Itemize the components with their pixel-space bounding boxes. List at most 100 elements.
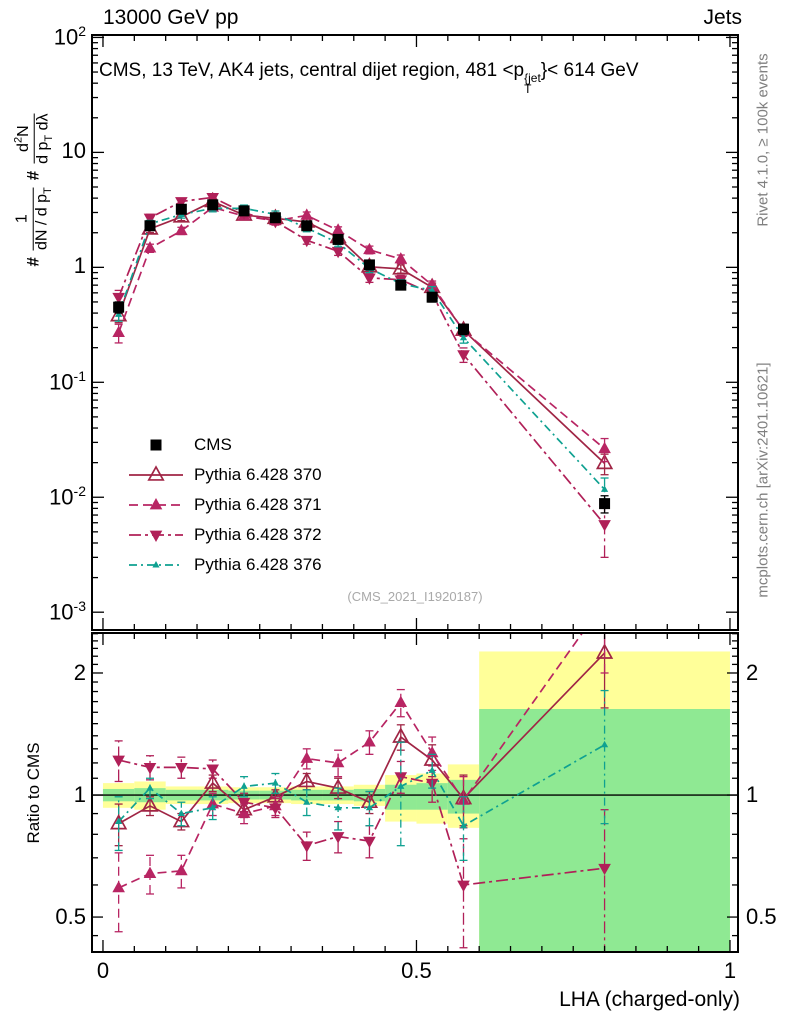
data-point-marker (271, 779, 279, 786)
data-point-marker (112, 755, 125, 768)
data-point-marker (300, 208, 314, 220)
data-point-marker (598, 595, 611, 606)
data-point-marker (600, 485, 609, 492)
data-point-marker (240, 782, 248, 789)
data-point-marker (143, 241, 157, 253)
data-point-marker (457, 350, 470, 362)
main-y-tick-label: 10 (61, 138, 86, 164)
data-point-marker (428, 286, 436, 293)
data-point-marker (298, 771, 316, 788)
data-point-marker (598, 441, 611, 454)
legend-marker-triangle-open (129, 465, 183, 481)
main-series-cms (113, 199, 611, 514)
data-point-marker (113, 301, 125, 313)
data-point-marker (426, 291, 438, 303)
legend-item: Pythia 6.428 370 (128, 460, 322, 490)
legend-item: CMS (128, 430, 322, 460)
legend-label: Pythia 6.428 371 (194, 495, 322, 514)
data-point-marker (143, 866, 157, 878)
pt-jet-supsub: {jet T (524, 71, 541, 95)
data-point-marker (207, 199, 219, 211)
legend-item: Pythia 6.428 376 (128, 550, 322, 580)
data-point-marker (392, 259, 410, 275)
legend-item: Pythia 6.428 372 (128, 520, 322, 550)
data-point-marker (206, 764, 219, 776)
data-point-marker (143, 213, 157, 225)
data-point-marker (394, 252, 408, 264)
main-y-tick-label: 102 (53, 23, 86, 50)
data-point-marker (141, 796, 159, 812)
data-point-marker (172, 207, 190, 223)
data-point-marker (238, 205, 250, 217)
plot-title: CMS, 13 TeV, AK4 jets, central dijet reg… (99, 60, 639, 95)
data-point-marker (300, 235, 314, 248)
data-point-marker (175, 203, 187, 215)
data-point-marker (150, 439, 162, 451)
process-label: Jets (703, 6, 742, 29)
data-point-marker (301, 220, 313, 232)
data-point-marker (598, 863, 611, 876)
data-point-marker (112, 292, 125, 305)
data-point-marker (149, 530, 163, 542)
data-point-marker (146, 784, 154, 791)
pt-jet-superscript: {jet (524, 71, 541, 85)
ratio-y-tick-label-right: 1 (746, 782, 759, 808)
legend-marker-triangle-small-filled (129, 561, 183, 568)
data-point-marker (365, 803, 374, 811)
axis-ticks (92, 35, 738, 952)
data-point-marker (331, 832, 345, 844)
legend-item: Pythia 6.428 371 (128, 490, 322, 520)
legend: CMS Pythia 6.428 370 Pythia 6.428 371 Pythi… (128, 430, 322, 580)
legend-label: Pythia 6.428 376 (194, 555, 322, 574)
data-point-marker (363, 836, 376, 849)
legend-label: Pythia 6.428 370 (194, 465, 322, 484)
data-point-marker (209, 803, 217, 811)
data-point-marker (300, 841, 314, 853)
data-point-marker (269, 212, 281, 224)
hash-symbol: # (23, 170, 43, 181)
ratio-series-pythia-6-428-376 (114, 689, 609, 862)
ratio-y-tick-label-left: 0.5 (55, 904, 86, 930)
data-point-marker (600, 740, 609, 748)
data-point-marker (331, 755, 345, 768)
data-point-marker (363, 735, 376, 747)
data-point-marker (459, 333, 468, 341)
data-point-marker (363, 273, 376, 285)
main-y-axis-label: # 1 dN / d pT # d2N d pT dλ (12, 113, 56, 267)
data-point-marker (303, 798, 311, 805)
ratio-y-tick-label-left: 2 (73, 659, 86, 685)
ratio-y-tick-label-right: 0.5 (746, 904, 777, 930)
x-tick-label: 0 (96, 958, 110, 983)
legend-marker-square-filled (150, 439, 162, 451)
data-point-marker (459, 821, 468, 829)
data-point-marker (598, 520, 611, 532)
plot-title-suffix: }< 614 GeV (540, 60, 639, 81)
data-point-marker (457, 880, 470, 892)
mcplots-arxiv-note: mcplots.cern.ch [arXiv:2401.10621] (754, 362, 772, 598)
data-point-marker (204, 773, 222, 789)
data-point-marker (172, 811, 190, 828)
main-y-tick-label: 10-3 (49, 598, 86, 625)
main-y-tick-label: 10-1 (49, 368, 86, 395)
plot-title-text: CMS, 13 TeV, AK4 jets, central dijet reg… (99, 60, 525, 81)
data-point-marker (175, 197, 188, 209)
ratio-panel-border (91, 632, 739, 953)
data-point-marker (237, 797, 251, 810)
rivet-version-note: Rivet 4.1.0, ≥ 100k events (754, 53, 772, 227)
legend-label: CMS (194, 435, 232, 454)
legend-marker-triangle-filled (129, 498, 183, 510)
data-point-marker (395, 279, 407, 291)
data-point-marker (147, 465, 165, 481)
data-point-marker (334, 803, 342, 811)
main-series-pythia-6-428-371 (112, 200, 611, 463)
data-point-marker (425, 745, 439, 758)
data-point-marker (457, 323, 469, 335)
data-point-marker (363, 242, 376, 255)
data-point-marker (143, 763, 157, 775)
ratio-y-tick-label-right: 2 (746, 659, 759, 685)
data-point-marker (144, 220, 156, 232)
data-point-marker (175, 863, 188, 876)
hash-symbol: # (23, 257, 43, 267)
data-point-marker (115, 817, 123, 825)
